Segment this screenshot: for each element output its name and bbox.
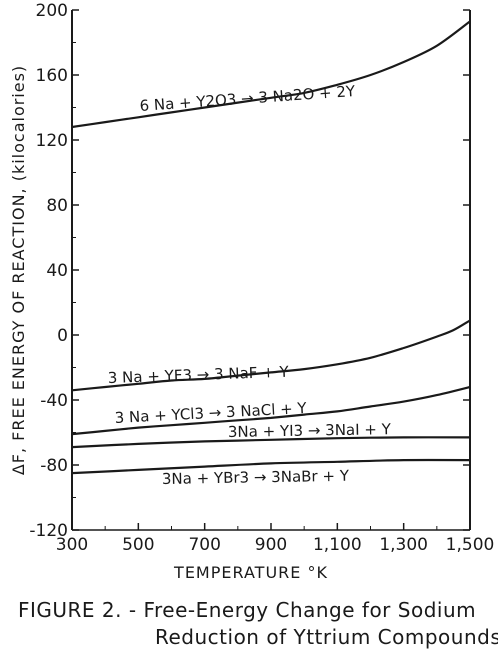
y-tick-label: 200 (36, 1, 68, 21)
figure-caption-line-1: FIGURE 2. - Free-Energy Change for Sodiu… (18, 598, 477, 622)
x-axis-title: TEMPERATURE °K (173, 563, 328, 582)
series-equation-label-1: 3 Na + YF3 → 3 NaF + Y (108, 363, 290, 387)
y-tick-label: 80 (46, 196, 68, 216)
y-axis-ticks: 200 160 120 80 40 0 -40 -80 -120 (29, 1, 470, 541)
y-tick-label: 0 (57, 326, 68, 346)
y-tick-label: 160 (36, 66, 68, 86)
y-tick-label: -40 (40, 391, 68, 411)
series-lines (71, 20, 471, 475)
x-tick-label: 300 (56, 535, 88, 555)
series-equation-label-3: 3Na + YI3 → 3NaI + Y (228, 420, 392, 441)
x-tick-label: 1,300 (379, 535, 428, 555)
x-axis-ticks: 300 500 700 900 1,100 1,300 1,500 (56, 523, 495, 555)
free-energy-chart: 300 500 700 900 1,100 1,300 1,500 200 160 120 80 4… (9, 1, 495, 582)
y-tick-label: 40 (46, 261, 68, 281)
figure-caption-line-2: Reduction of Yttrium Compounds. (155, 625, 498, 649)
series-line-0 (71, 20, 471, 129)
series-equation-label-0: 6 Na + Y2O3 → 3 Na2O + 2Y (139, 82, 356, 115)
series-equation-label-4: 3Na + YBr3 → 3NaBr + Y (162, 467, 350, 488)
y-tick-label: 120 (36, 131, 68, 151)
series-line-2 (71, 385, 471, 436)
y-tick-label: -120 (29, 521, 68, 541)
x-tick-label: 900 (255, 535, 287, 555)
x-tick-label: 700 (188, 535, 220, 555)
x-tick-label: 1,500 (446, 535, 495, 555)
x-tick-label: 1,100 (313, 535, 362, 555)
series-line-1 (71, 319, 471, 392)
series-line-3 (71, 436, 471, 449)
y-tick-label: -80 (40, 456, 68, 476)
y-axis-title: ΔF, FREE ENERGY OF REACTION, (kilocalori… (9, 65, 28, 475)
series-line-4 (71, 458, 471, 475)
x-tick-label: 500 (122, 535, 154, 555)
